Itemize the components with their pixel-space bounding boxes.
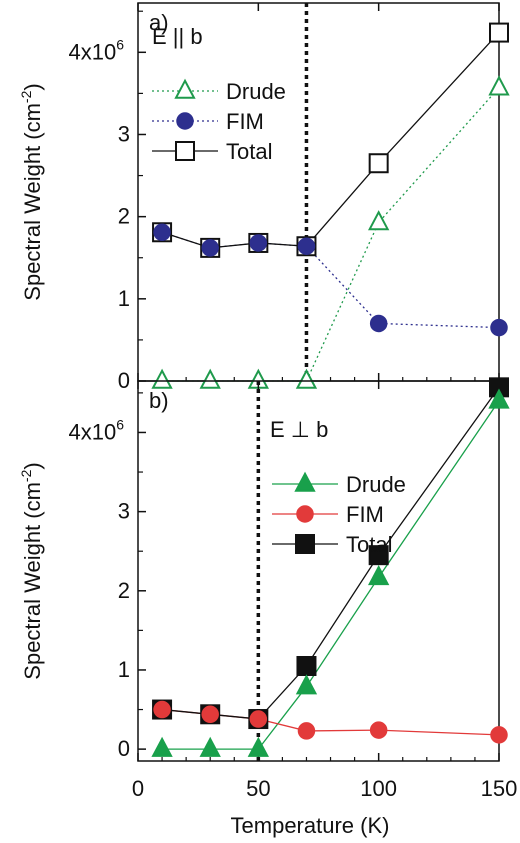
data-point-fim <box>201 239 219 257</box>
data-point-drude <box>199 736 221 757</box>
legend-marker-fim <box>296 505 314 523</box>
legend-label-drude: Drude <box>226 79 286 104</box>
legend-label-drude: Drude <box>346 472 406 497</box>
x-tick-label: 50 <box>246 776 270 801</box>
polarization-label: E ⊥ b <box>270 417 328 442</box>
legend-marker-drude <box>294 471 316 492</box>
legend-label-total: Total <box>226 139 272 164</box>
x-tick-label: 150 <box>481 776 518 801</box>
plot-frame <box>137 2 500 382</box>
series-line-total <box>161 32 500 249</box>
y-tick-label: 2 <box>118 204 130 229</box>
legend-marker-fim <box>176 112 194 130</box>
data-point-fim <box>297 722 316 740</box>
panel-label: a) <box>149 10 169 35</box>
data-point-total <box>368 545 389 566</box>
panel-a: 0 1 2 3 4x106 Spectral Weight (cm-2) a)E || b D… <box>18 2 510 393</box>
data-point-total <box>368 153 389 174</box>
legend-marker-drude <box>174 78 196 99</box>
data-point-fim <box>369 314 388 333</box>
data-point-fim <box>249 710 268 728</box>
y-axis-label: Spectral Weight (cm-2) <box>18 462 45 679</box>
y-tick-label: 0 <box>118 736 130 761</box>
legend-marker-total <box>175 141 195 161</box>
y-tick-label: 1 <box>118 286 130 311</box>
data-point-fim <box>153 700 171 719</box>
data-point-fim <box>153 223 171 242</box>
shared-x-axis: Temperature (K) <box>231 813 390 838</box>
series-line-drude <box>162 400 500 750</box>
data-point-fim <box>490 726 508 744</box>
data-point-drude <box>199 368 221 389</box>
x-tick-label: 100 <box>360 776 397 801</box>
x-axis-label: Temperature (K) <box>231 813 390 838</box>
legend-label-fim: FIM <box>226 109 264 134</box>
y-tick-label: 0 <box>118 368 130 393</box>
y-tick-label: 2 <box>118 578 130 603</box>
series-line-total <box>162 386 500 720</box>
data-point-drude <box>488 75 510 96</box>
data-point-drude <box>488 388 510 409</box>
series-line-drude <box>162 87 500 382</box>
data-point-drude <box>151 736 173 757</box>
data-point-fim <box>201 705 219 724</box>
panel-b: 0 1 2 3 4x106 0 50 100 150 Spectral Weight (cm-2)… <box>18 377 518 801</box>
data-point-drude <box>151 368 173 389</box>
y-axis-label: Spectral Weight (cm-2) <box>18 83 45 300</box>
data-point-drude <box>368 564 390 586</box>
data-point-fim <box>249 234 268 252</box>
y-tick-label: 3 <box>118 499 130 524</box>
data-point-fim <box>297 237 316 255</box>
legend-label-fim: FIM <box>346 502 384 527</box>
plot-frame <box>137 380 500 762</box>
data-point-drude <box>247 736 269 757</box>
polarization-label: E || b <box>152 24 203 49</box>
data-point-drude <box>368 210 390 231</box>
y-tick-label: 3 <box>118 121 130 146</box>
y-tick-label: 1 <box>118 657 130 682</box>
x-tick-label: 0 <box>132 776 144 801</box>
y-tick-label-exponent: 4x106 <box>68 416 124 444</box>
data-point-fim <box>490 318 508 337</box>
data-point-total <box>296 656 317 676</box>
y-tick-label-exponent: 4x106 <box>68 36 124 64</box>
legend-marker-total <box>295 534 315 554</box>
data-point-drude <box>295 674 318 695</box>
legend-label-total: Total <box>346 532 392 557</box>
data-point-total <box>489 22 509 43</box>
data-point-fim <box>369 721 388 739</box>
panel-label: b) <box>149 388 169 413</box>
data-point-drude <box>295 368 318 389</box>
